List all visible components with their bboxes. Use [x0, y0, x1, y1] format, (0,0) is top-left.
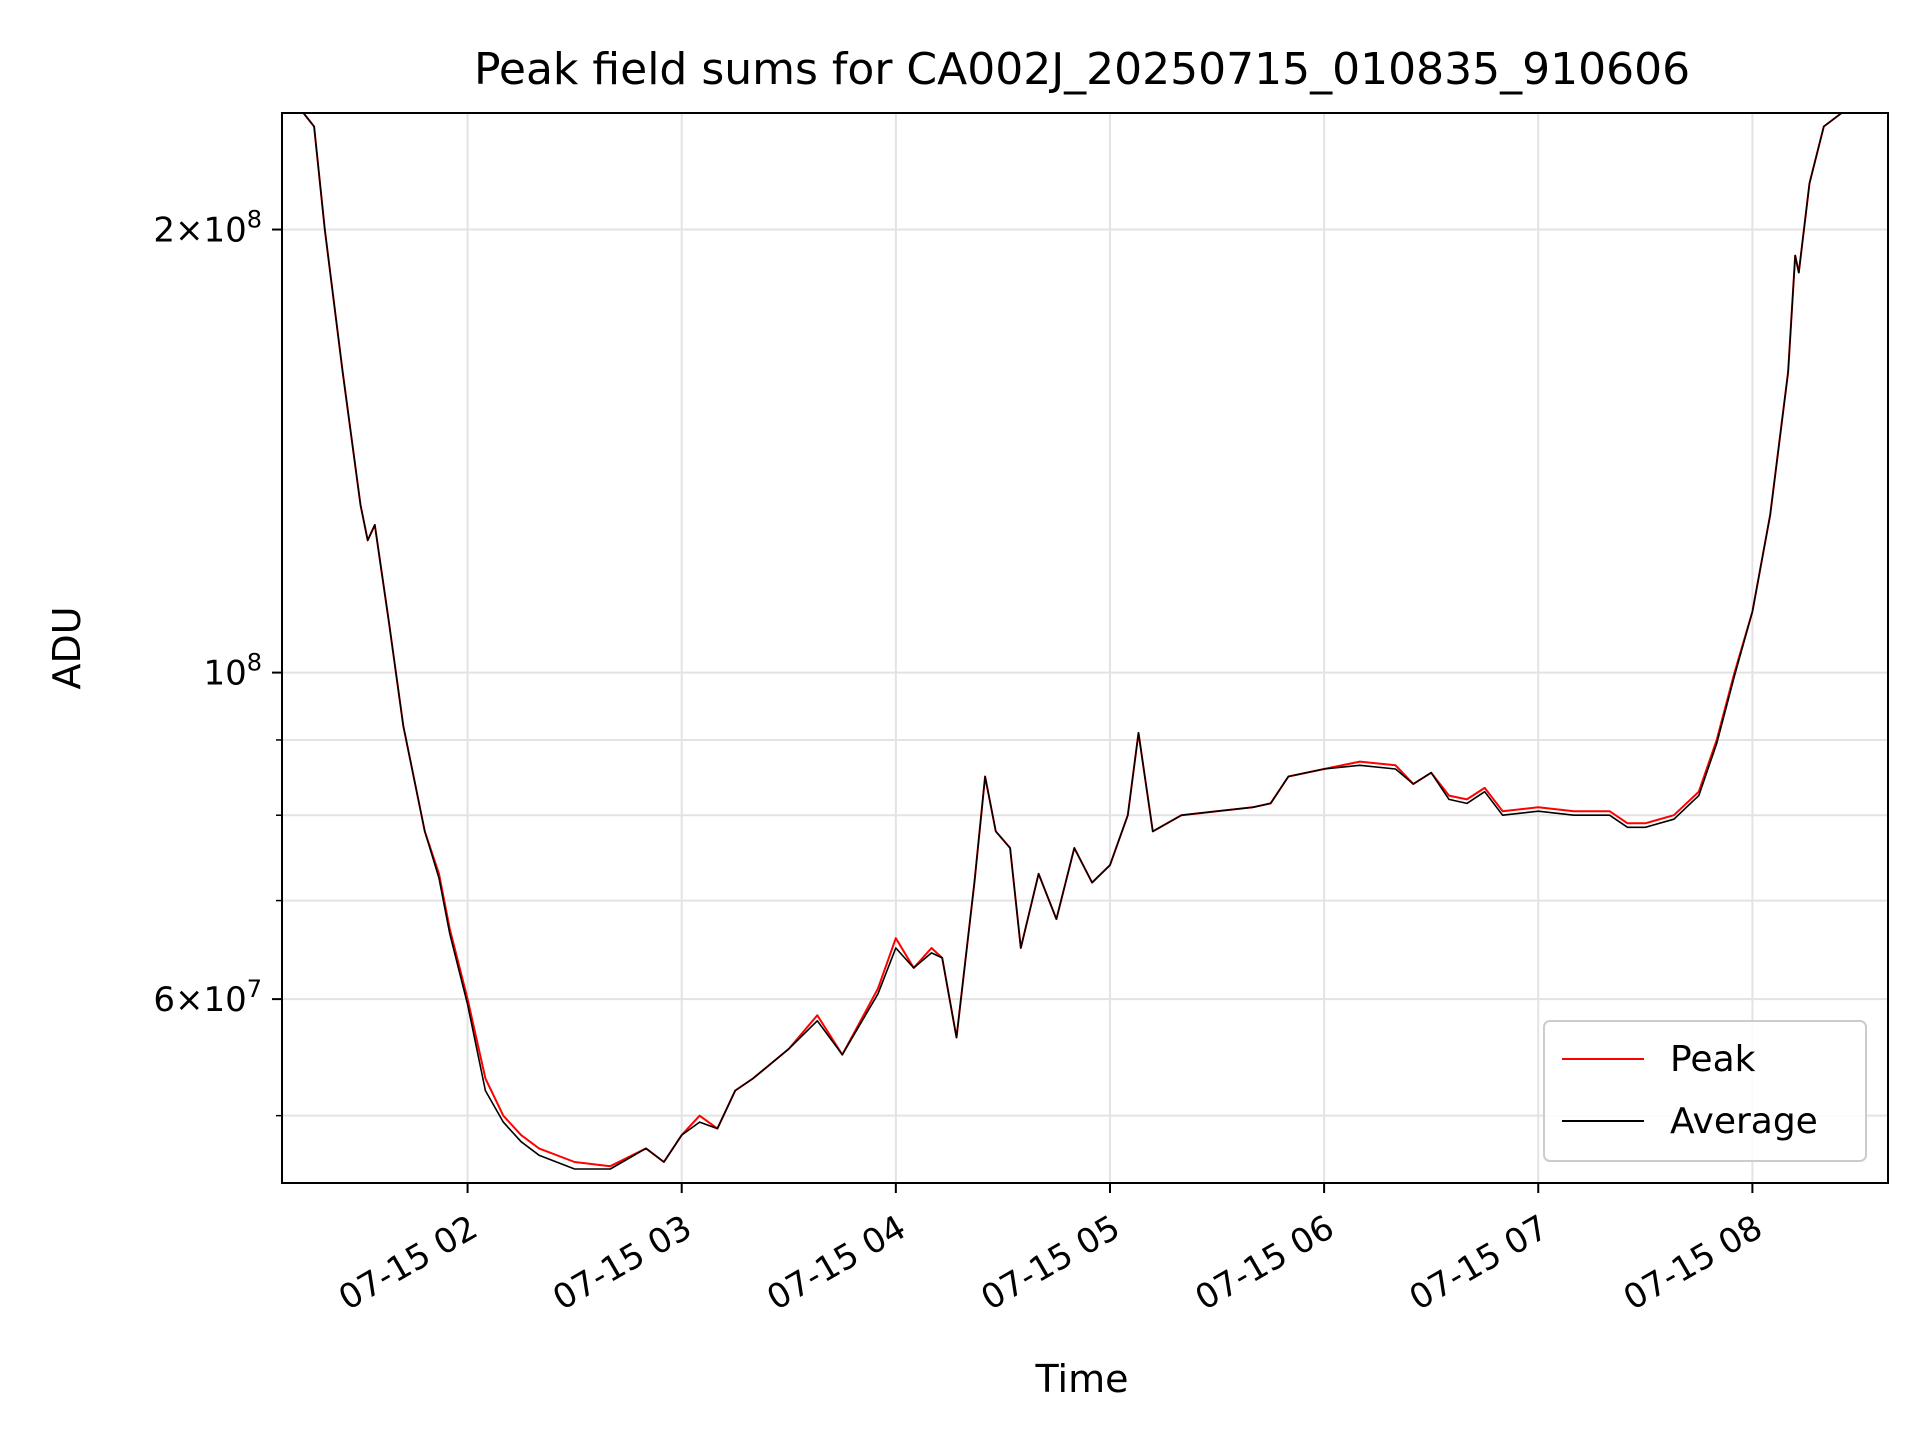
- x-axis-label: Time: [1035, 1357, 1129, 1401]
- y-axis-label: ADU: [45, 606, 89, 689]
- y-tick-label: 2×108: [153, 206, 262, 251]
- y-tick-label: 108: [203, 649, 262, 694]
- y-tick-times: ×: [175, 980, 204, 1020]
- legend: Peak Average: [1543, 1020, 1867, 1162]
- y-tick-exponent: 8: [247, 649, 262, 677]
- y-tick-base: 6: [153, 980, 175, 1020]
- chart-title: Peak field sums for CA002J_20250715_0108…: [474, 44, 1690, 95]
- y-tick-base: 10: [203, 654, 246, 694]
- grid: [282, 113, 1888, 1183]
- legend-box: [1543, 1020, 1867, 1162]
- y-tick-exponent: 7: [247, 975, 262, 1003]
- legend-label: Peak: [1670, 1039, 1756, 1080]
- y-tick-ten: 10: [203, 211, 246, 251]
- y-tick-base: 2: [153, 211, 175, 251]
- series-layer: [282, 112, 1888, 1170]
- y-tick-exponent: 8: [247, 206, 262, 234]
- plot-frame: [281, 112, 1889, 1184]
- y-tick-times: ×: [175, 211, 204, 251]
- legend-label: Average: [1670, 1101, 1818, 1142]
- y-tick-label: 6×107: [153, 975, 262, 1020]
- series-line-average: [282, 112, 1888, 1170]
- y-tick-ten: 10: [203, 980, 246, 1020]
